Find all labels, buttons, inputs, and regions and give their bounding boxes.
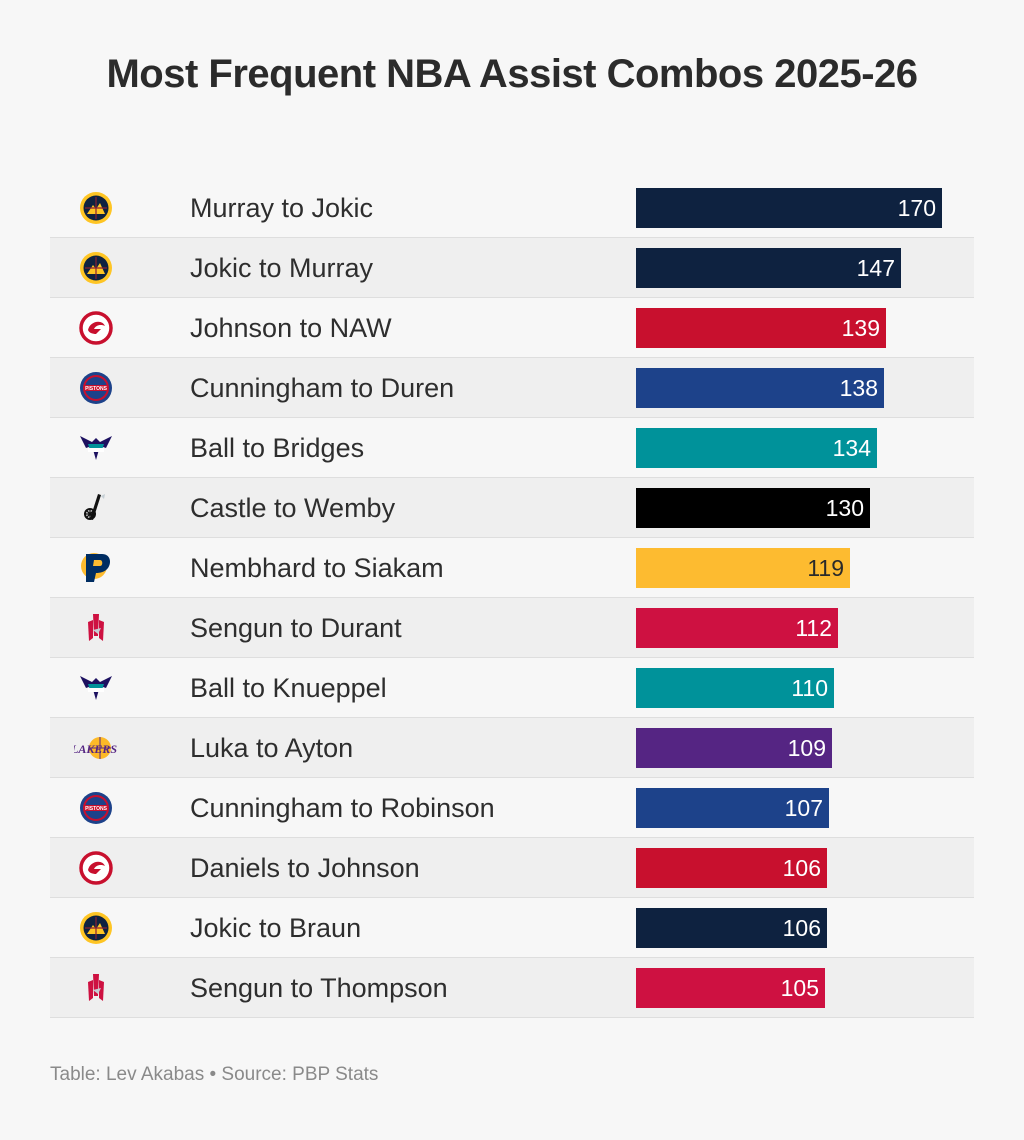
svg-text:PISTONS: PISTONS [85, 386, 108, 392]
table-row: PISTONS Cunningham to Robinson 107 [50, 778, 974, 838]
assist-bar: 112 [636, 608, 838, 648]
nuggets-logo-icon [74, 250, 118, 286]
assist-bar: 147 [636, 248, 901, 288]
assist-bar: 106 [636, 848, 827, 888]
assist-bar: 119 [636, 548, 850, 588]
combo-label: Jokic to Braun [190, 913, 362, 943]
table-row: Sengun to Thompson 105 [50, 958, 974, 1018]
table-row: LAKERS Luka to Ayton 109 [50, 718, 974, 778]
combo-label: Sengun to Durant [190, 613, 402, 643]
table-row: Daniels to Johnson 106 [50, 838, 974, 898]
nuggets-logo-icon [74, 910, 118, 946]
hawks-logo-icon [74, 310, 118, 346]
pistons-logo-icon: PISTONS [74, 370, 118, 406]
combo-label: Murray to Jokic [190, 193, 374, 223]
bar-value-label: 134 [832, 435, 871, 461]
combo-label: Cunningham to Duren [190, 373, 455, 403]
bar-value-label: 105 [780, 975, 819, 1001]
svg-text:PISTONS: PISTONS [85, 806, 108, 812]
assist-bar: 138 [636, 368, 884, 408]
table-row: Jokic to Braun 106 [50, 898, 974, 958]
bar-value-label: 170 [897, 195, 936, 221]
bar-value-label: 139 [841, 315, 880, 341]
assist-bar: 110 [636, 668, 834, 708]
source-footer: Table: Lev Akabas • Source: PBP Stats [50, 1064, 379, 1085]
assist-bar: 170 [636, 188, 942, 228]
hornets-logo-icon [74, 670, 118, 706]
assist-bar: 107 [636, 788, 829, 828]
bar-value-label: 106 [782, 915, 821, 941]
bar-value-label: 147 [856, 255, 895, 281]
lakers-logo-icon: LAKERS [74, 730, 118, 766]
table-row: Sengun to Durant 112 [50, 598, 974, 658]
pistons-logo-icon: PISTONS [74, 790, 118, 826]
bar-value-label: 107 [784, 795, 823, 821]
table-row: Ball to Knueppel 110 [50, 658, 974, 718]
assist-bar: 106 [636, 908, 827, 948]
table-row: Castle to Wemby 130 [50, 478, 974, 538]
svg-text:LAKERS: LAKERS [74, 742, 117, 756]
hornets-logo-icon [74, 430, 118, 466]
combo-label: Cunningham to Robinson [190, 793, 495, 823]
assist-bar: 134 [636, 428, 877, 468]
combo-label: Castle to Wemby [190, 493, 396, 523]
combo-label: Nembhard to Siakam [190, 553, 444, 583]
spurs-logo-icon [74, 490, 118, 526]
assist-bar: 139 [636, 308, 886, 348]
table-row: Johnson to NAW 139 [50, 298, 974, 358]
bar-value-label: 110 [791, 675, 828, 701]
combo-label: Johnson to NAW [190, 313, 392, 343]
hawks-logo-icon [74, 850, 118, 886]
rockets-logo-icon [74, 610, 118, 646]
rockets-logo-icon [74, 970, 118, 1006]
combo-label: Ball to Bridges [190, 433, 365, 463]
bar-value-label: 130 [825, 495, 864, 521]
table-row: Murray to Jokic 170 [50, 178, 974, 238]
table-row: Ball to Bridges 134 [50, 418, 974, 478]
bar-value-label: 112 [795, 615, 832, 641]
assist-bar: 105 [636, 968, 825, 1008]
table-row: PISTONS Cunningham to Duren 138 [50, 358, 974, 418]
combo-label: Jokic to Murray [190, 253, 374, 283]
bar-value-label: 109 [787, 735, 826, 761]
table-row: Jokic to Murray 147 [50, 238, 974, 298]
table-row: Nembhard to Siakam 119 [50, 538, 974, 598]
pacers-logo-icon [74, 550, 118, 586]
chart-title: Most Frequent NBA Assist Combos 2025-26 [106, 52, 918, 96]
nuggets-logo-icon [74, 190, 118, 226]
assist-combos-table: Murray to Jokic 170 Jokic to Murray 147 John… [50, 178, 974, 1018]
combo-label: Luka to Ayton [190, 733, 354, 763]
combo-label: Sengun to Thompson [190, 973, 448, 1003]
bar-value-label: 119 [807, 555, 844, 581]
assist-bar: 130 [636, 488, 870, 528]
assist-bar: 109 [636, 728, 832, 768]
combo-label: Ball to Knueppel [190, 673, 387, 703]
bar-value-label: 106 [782, 855, 821, 881]
combo-label: Daniels to Johnson [190, 853, 420, 883]
bar-value-label: 138 [839, 375, 878, 401]
